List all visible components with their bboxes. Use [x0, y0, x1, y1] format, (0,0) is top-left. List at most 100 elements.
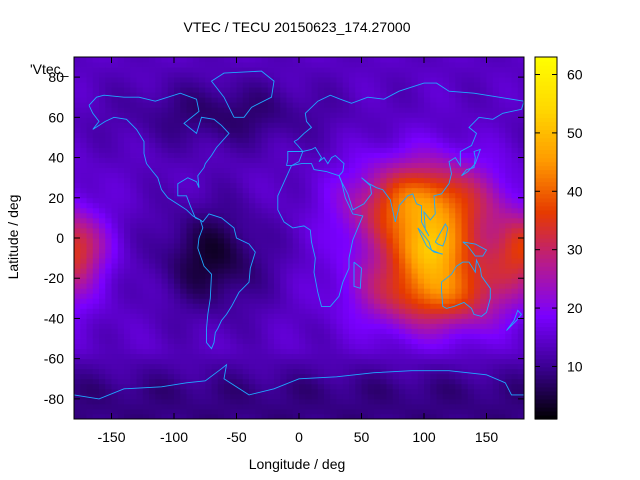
heatmap-cell [92, 343, 100, 350]
heatmap-cell [217, 298, 225, 304]
heatmap-cell [461, 207, 469, 214]
heatmap-cell [355, 393, 362, 400]
heatmap-cell [186, 217, 194, 224]
heatmap-cell [111, 388, 119, 395]
heatmap-cell [199, 117, 206, 123]
heatmap-cell [292, 288, 300, 294]
heatmap-cell [442, 343, 450, 350]
heatmap-cell [217, 353, 225, 360]
heatmap-cell [374, 238, 381, 244]
heatmap-cell [305, 77, 312, 83]
heatmap-cell [249, 142, 256, 148]
heatmap-cell [124, 358, 131, 365]
heatmap-cell [274, 368, 281, 375]
heatmap-cell [367, 167, 375, 174]
heatmap-cell [474, 112, 481, 118]
heatmap-cell [86, 273, 94, 279]
heatmap-cell [242, 378, 250, 385]
heatmap-cell [505, 358, 512, 365]
heatmap-cell [267, 268, 275, 274]
heatmap-cell [461, 253, 469, 259]
heatmap-cell [117, 157, 125, 163]
heatmap-cell [74, 217, 81, 224]
heatmap-cell [280, 77, 287, 83]
heatmap-cell [480, 167, 487, 174]
heatmap-cell [386, 308, 394, 314]
heatmap-cell [167, 343, 175, 350]
heatmap-cell [455, 358, 462, 365]
heatmap-cell [486, 227, 494, 234]
heatmap-cell [224, 313, 231, 319]
heatmap-cell [511, 308, 519, 314]
heatmap-cell [180, 338, 187, 344]
heatmap-cell [192, 323, 200, 329]
heatmap-cell [99, 77, 106, 83]
heatmap-cell [311, 112, 319, 118]
heatmap-cell [130, 102, 137, 108]
heatmap-cell [167, 398, 175, 405]
heatmap-cell [342, 77, 350, 83]
heatmap-cell [186, 82, 194, 88]
heatmap-cell [205, 142, 212, 148]
heatmap-cell [380, 192, 387, 199]
heatmap-cell [167, 368, 175, 375]
heatmap-cell [492, 278, 500, 284]
heatmap-cell [492, 393, 500, 400]
heatmap-cell [424, 383, 431, 390]
heatmap-cell [499, 273, 506, 279]
heatmap-cell [305, 72, 312, 78]
heatmap-cell [186, 308, 194, 314]
heatmap-cell [211, 197, 219, 204]
heatmap-cell [99, 238, 106, 244]
heatmap-cell [330, 288, 337, 294]
heatmap-cell [130, 293, 137, 299]
heatmap-cell [192, 107, 200, 113]
heatmap-cell [424, 248, 431, 254]
heatmap-cell [217, 303, 225, 309]
heatmap-cell [505, 333, 512, 339]
heatmap-cell [511, 388, 519, 395]
heatmap-cell [355, 333, 362, 339]
heatmap-cell [199, 212, 206, 219]
heatmap-cell [99, 413, 106, 420]
heatmap-cell [349, 167, 356, 174]
heatmap-cell [142, 358, 150, 365]
heatmap-cell [80, 192, 87, 199]
heatmap-cell [392, 187, 400, 194]
heatmap-cell [505, 152, 512, 158]
heatmap-cell [386, 258, 394, 264]
heatmap-cell [324, 137, 331, 143]
heatmap-cell [349, 177, 356, 184]
heatmap-cell [224, 268, 231, 274]
heatmap-cell [411, 298, 419, 304]
heatmap-cell [299, 333, 306, 339]
heatmap-cell [480, 383, 487, 390]
heatmap-cell [255, 97, 262, 103]
heatmap-cell [405, 403, 412, 410]
heatmap-cell [424, 363, 431, 370]
heatmap-cell [130, 413, 137, 420]
heatmap-cell [342, 207, 350, 214]
heatmap-cell [292, 348, 300, 355]
heatmap-cell [286, 238, 294, 244]
heatmap-cell [374, 313, 381, 319]
heatmap-cell [436, 92, 444, 98]
heatmap-cell [480, 413, 487, 420]
heatmap-cell [324, 413, 331, 420]
heatmap-cell [467, 187, 475, 194]
heatmap-cell [217, 162, 225, 169]
heatmap-cell [374, 107, 381, 113]
heatmap-cell [136, 303, 144, 309]
heatmap-cell [355, 278, 362, 284]
heatmap-cell [280, 97, 287, 103]
heatmap-cell [424, 273, 431, 279]
heatmap-cell [442, 408, 450, 415]
heatmap-cell [180, 152, 187, 158]
heatmap-cell [311, 222, 319, 229]
heatmap-cell [380, 217, 387, 224]
heatmap-cell [267, 358, 275, 365]
heatmap-cell [274, 403, 281, 410]
heatmap-cell [355, 323, 362, 329]
heatmap-cell [142, 333, 150, 339]
heatmap-cell [192, 383, 200, 390]
